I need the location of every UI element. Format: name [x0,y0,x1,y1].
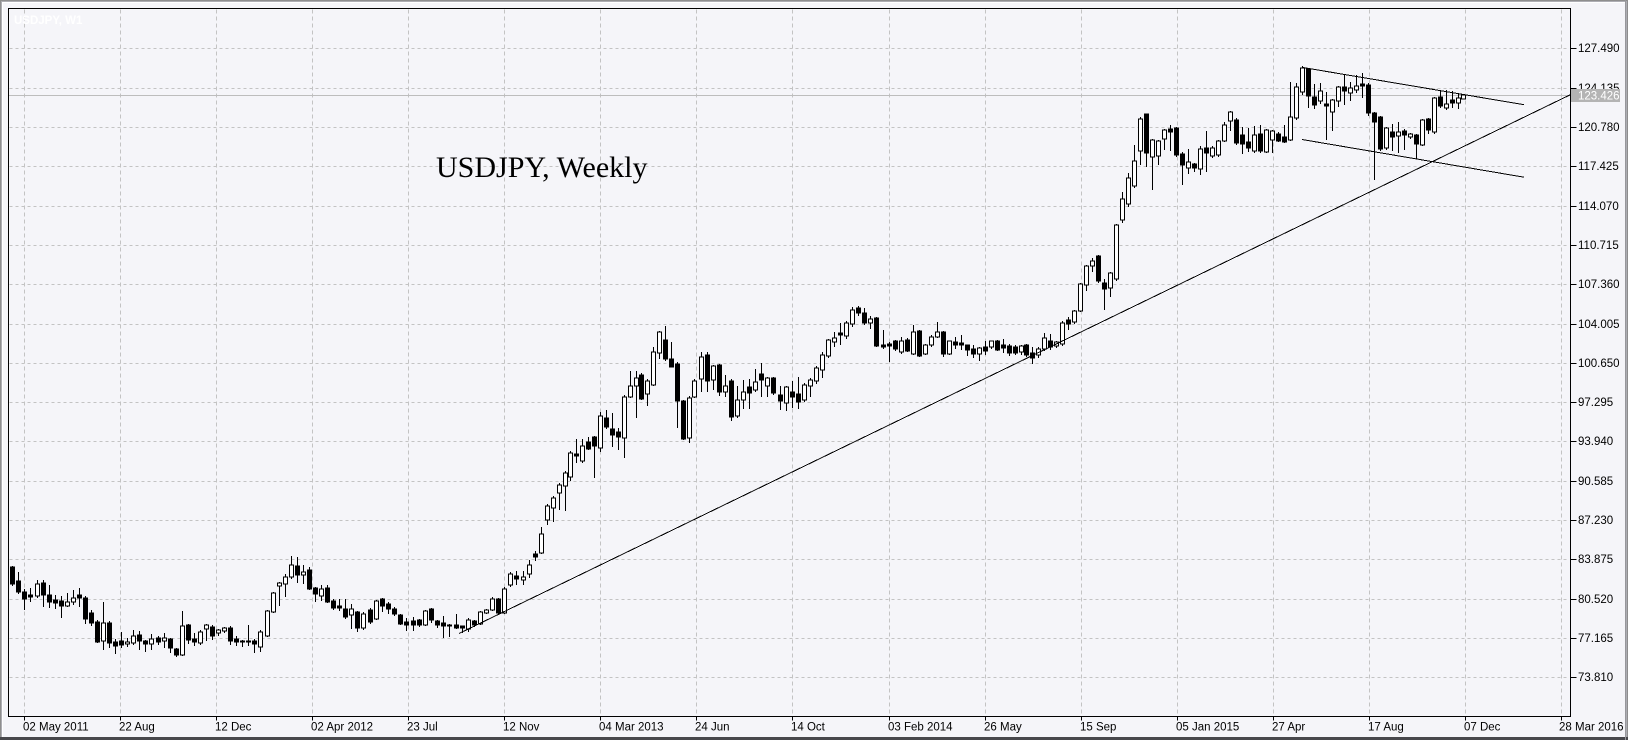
svg-text:04 Mar 2013: 04 Mar 2013 [599,722,664,734]
svg-text:83.875: 83.875 [1578,554,1613,566]
svg-text:117.425: 117.425 [1578,161,1619,173]
svg-text:120.780: 120.780 [1578,122,1620,134]
svg-text:90.585: 90.585 [1578,476,1613,488]
svg-text:03 Feb 2014: 03 Feb 2014 [888,722,953,734]
svg-text:123.426: 123.426 [1578,91,1620,103]
svg-text:07 Dec: 07 Dec [1464,722,1501,734]
svg-text:23 Jul: 23 Jul [407,722,438,734]
svg-text:26 May: 26 May [984,722,1022,734]
svg-text:14 Oct: 14 Oct [791,722,826,734]
svg-text:73.810: 73.810 [1578,672,1613,684]
svg-text:24 Jun: 24 Jun [695,722,730,734]
svg-text:97.295: 97.295 [1578,397,1613,409]
svg-text:17 Aug: 17 Aug [1368,722,1404,734]
svg-text:114.070: 114.070 [1578,201,1619,213]
svg-text:100.650: 100.650 [1578,358,1620,370]
svg-text:80.520: 80.520 [1578,594,1613,606]
svg-text:27 Apr: 27 Apr [1272,722,1305,734]
svg-text:12 Dec: 12 Dec [215,722,252,734]
svg-text:05 Jan 2015: 05 Jan 2015 [1176,722,1239,734]
svg-text:USDJPY, Weekly: USDJPY, Weekly [436,151,648,184]
svg-text:12 Nov: 12 Nov [503,722,540,734]
svg-text:USDJPY, W1: USDJPY, W1 [14,15,83,27]
svg-text:15 Sep: 15 Sep [1080,722,1116,734]
svg-text:107.360: 107.360 [1578,279,1620,291]
svg-text:77.165: 77.165 [1578,633,1613,645]
svg-text:110.715: 110.715 [1578,240,1619,252]
svg-text:104.005: 104.005 [1578,319,1620,331]
svg-text:87.230: 87.230 [1578,515,1613,527]
svg-text:02 May 2011: 02 May 2011 [23,722,89,734]
svg-text:22 Aug: 22 Aug [119,722,155,734]
svg-text:127.490: 127.490 [1578,43,1620,55]
svg-text:02 Apr 2012: 02 Apr 2012 [311,722,373,734]
svg-text:28 Mar 2016: 28 Mar 2016 [1559,722,1624,734]
svg-text:93.940: 93.940 [1578,436,1613,448]
